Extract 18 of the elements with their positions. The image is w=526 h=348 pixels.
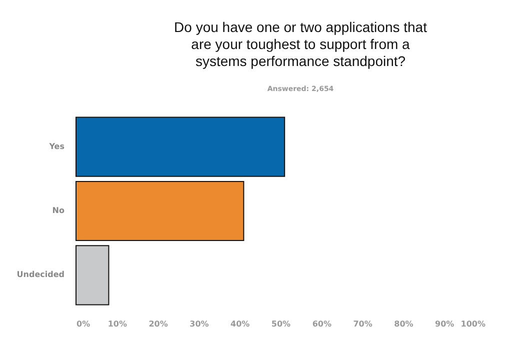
x-tick-label: 100% bbox=[460, 320, 486, 328]
x-tick-label: 20% bbox=[148, 320, 168, 328]
x-tick-label: 30% bbox=[190, 320, 209, 328]
bar bbox=[76, 180, 244, 242]
bar bbox=[76, 245, 110, 306]
x-tick-label: 10% bbox=[108, 320, 127, 328]
x-tick-label: 60% bbox=[312, 320, 332, 328]
x-tick-label: 40% bbox=[230, 320, 250, 328]
chart-title: Do you have one or two applications that are your toughest to support from a systems performance standpoint? bbox=[174, 19, 428, 69]
x-tick-label: 0% bbox=[76, 320, 90, 328]
y-tick-label: Undecided bbox=[16, 270, 65, 280]
bar bbox=[76, 116, 286, 177]
x-tick-label: 70% bbox=[353, 320, 372, 328]
x-tick-label: 90% bbox=[435, 320, 454, 328]
x-tick-label: 50% bbox=[271, 320, 291, 328]
y-tick-label: Yes bbox=[48, 142, 65, 151]
x-tick-label: 80% bbox=[394, 320, 414, 328]
y-tick-label: No bbox=[52, 206, 65, 215]
